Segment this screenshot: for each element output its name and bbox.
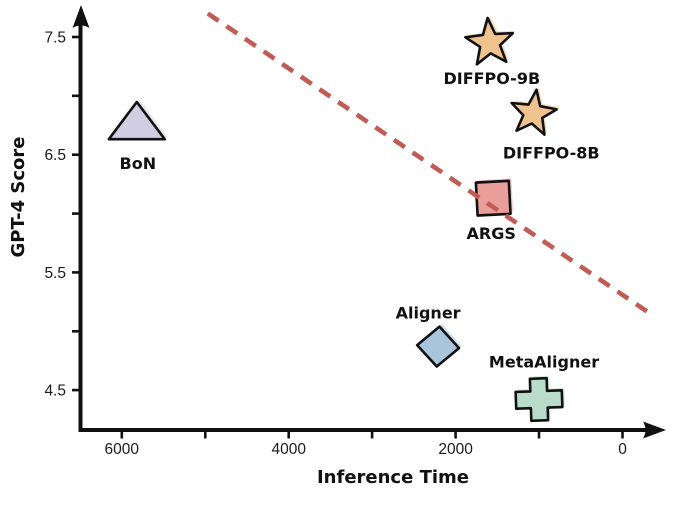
y-axis-arrow: [72, 5, 90, 28]
data-point-diffpo-9b: [464, 16, 515, 66]
data-point-bon: [107, 100, 167, 141]
data-point-diffpo-8b: [510, 88, 559, 136]
y-tick-label: 7.5: [44, 30, 66, 47]
y-axis-title: GPT-4 Score: [8, 137, 29, 258]
data-point-label-diffpo-9b: DIFFPO-9B: [443, 69, 540, 88]
data-point-label-diffpo-8b: DIFFPO-8B: [503, 144, 600, 163]
x-axis-arrow: [643, 421, 666, 439]
x-tick-label: 6000: [105, 441, 140, 458]
x-tick-label: 4000: [271, 441, 306, 458]
data-point-label-args: ARGS: [467, 224, 516, 243]
data-point-label-aligner: Aligner: [396, 304, 461, 323]
data-point-args: [474, 179, 512, 217]
y-tick-label: 6.5: [44, 147, 66, 164]
trendline-dashed: [206, 11, 650, 315]
x-tick-label: 2000: [438, 441, 473, 458]
data-point-metaaligner: [514, 376, 564, 423]
x-axis-title: Inference Time: [317, 467, 469, 488]
x-tick-label: 0: [618, 441, 627, 458]
data-point-label-metaaligner: MetaAligner: [489, 353, 599, 372]
y-tick-label: 5.5: [44, 265, 66, 282]
data-point-aligner: [415, 325, 461, 368]
plot-area: BoN DIFFPO-9B DIFFPO-8B ARGS Aligner MetaAlig…: [44, 5, 666, 458]
data-point-label-bon: BoN: [120, 154, 157, 173]
y-tick-label: 4.5: [44, 383, 66, 400]
